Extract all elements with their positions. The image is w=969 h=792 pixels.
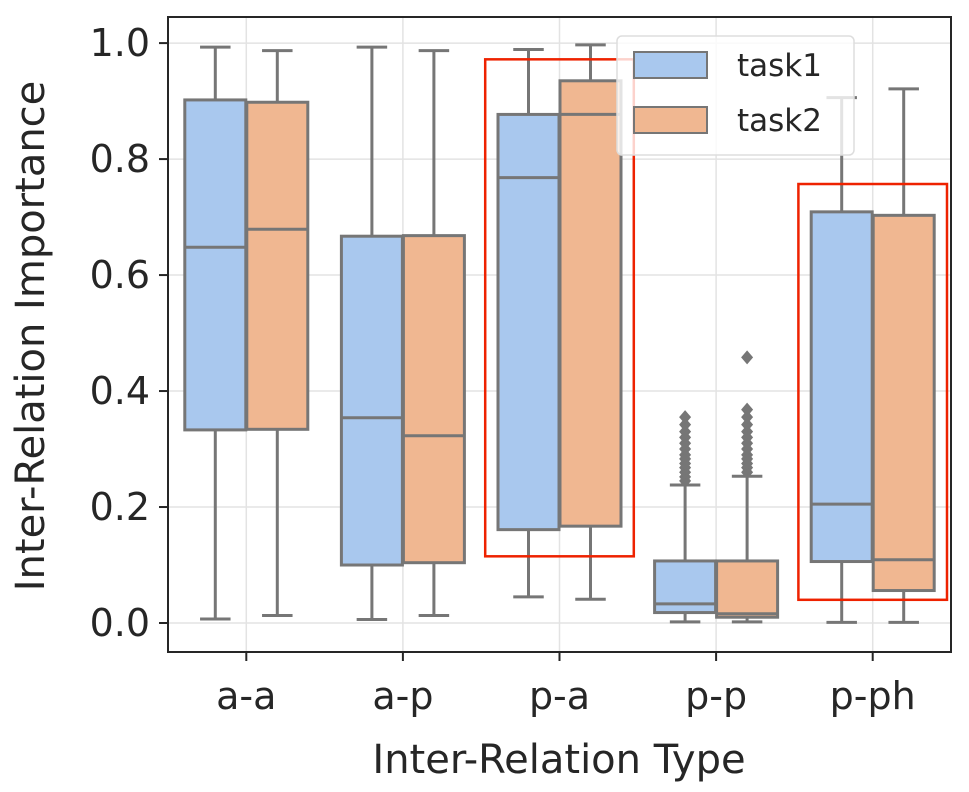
y-tick-label: 0.0 <box>90 601 150 645</box>
y-tick-label: 0.2 <box>90 485 150 529</box>
box-task1-a-a <box>183 98 248 432</box>
y-axis-title: Inter-Relation Importance <box>8 81 54 592</box>
outlier-point <box>741 417 754 432</box>
highlight-box-p-a <box>483 58 636 558</box>
box-task2-a-p <box>401 234 466 565</box>
outlier-point <box>679 410 692 425</box>
x-tick-label: p-ph <box>830 674 916 718</box>
y-tick-label: 1.0 <box>90 21 150 65</box>
x-tick-label: p-p <box>685 674 747 718</box>
box-task2-p-ph <box>871 213 936 593</box>
box-task2-p-a <box>558 79 623 528</box>
y-tick-label: 0.6 <box>90 253 150 297</box>
x-tick-label: a-a <box>216 674 276 718</box>
box-task2-p-p <box>715 559 780 619</box>
legend-swatch-task2 <box>633 106 708 134</box>
x-tick-label: p-a <box>529 674 590 718</box>
legend-label-task1: task1 <box>737 48 822 84</box>
legend-label-task2: task2 <box>737 103 822 139</box>
highlight-box-p-ph <box>797 182 949 602</box>
series-task1 <box>183 45 874 624</box>
outlier-point <box>741 350 754 365</box>
box-series <box>183 43 936 624</box>
legend-swatch-task1 <box>633 51 708 79</box>
x-tick-label: a-p <box>372 674 433 718</box>
axis-ticks: 0.0 0.2 0.4 0.6 0.8 1.0 a-a a-p p-a p-p p-ph <box>90 21 916 718</box>
legend: task1 task2 <box>616 35 855 156</box>
box-task2-a-a <box>245 100 310 431</box>
outlier-point <box>679 417 692 432</box>
x-axis-title: Inter-Relation Type <box>372 737 745 783</box>
box-task1-p-ph <box>809 210 874 564</box>
outlier-point <box>741 402 754 417</box>
box-task1-p-a <box>496 112 561 532</box>
series-task2 <box>245 43 936 624</box>
outlier-point <box>741 410 754 425</box>
box-task1-a-p <box>339 234 404 567</box>
highlight-boxes <box>483 58 949 602</box>
y-tick-label: 0.8 <box>90 137 150 181</box>
y-tick-label: 0.4 <box>90 369 150 413</box>
